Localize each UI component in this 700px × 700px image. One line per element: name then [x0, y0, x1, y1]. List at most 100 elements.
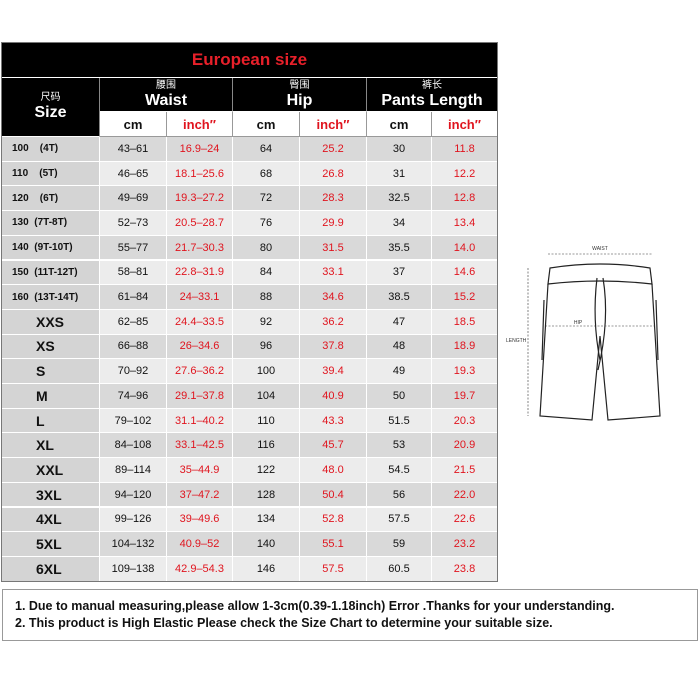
- value-cell: 128: [233, 482, 300, 508]
- value-cell: 146: [233, 556, 300, 582]
- value-cell: 104: [233, 384, 300, 409]
- value-cell: 55–77: [100, 235, 167, 261]
- header-zh: 臀围: [289, 79, 310, 91]
- value-cell: 33.1: [300, 260, 367, 286]
- unit-header: cm: [100, 112, 167, 137]
- value-cell: 22.8–31.9: [167, 260, 233, 286]
- value-cell: 37.8: [300, 334, 367, 360]
- value-cell: 54.5: [367, 458, 432, 483]
- value-cell: 18.1–25.6: [167, 161, 233, 187]
- size-cell: XXS: [2, 309, 100, 335]
- value-cell: 27.6–36.2: [167, 359, 233, 384]
- value-cell: 16.9–24: [167, 137, 233, 162]
- value-cell: 49–69: [100, 186, 167, 212]
- size-cell: S: [2, 359, 100, 384]
- value-cell: 21.5: [432, 458, 498, 483]
- size-cell: 110 (5T): [2, 161, 100, 187]
- value-cell: 140: [233, 532, 300, 557]
- value-cell: 61–84: [100, 285, 167, 310]
- value-cell: 11.8: [432, 137, 498, 162]
- header-en: Pants Length: [381, 91, 483, 109]
- value-cell: 43.3: [300, 408, 367, 434]
- value-cell: 46–65: [100, 161, 167, 187]
- value-cell: 39.4: [300, 359, 367, 384]
- value-cell: 28.3: [300, 186, 367, 212]
- value-cell: 64: [233, 137, 300, 162]
- value-cell: 70–92: [100, 359, 167, 384]
- value-cell: 57.5: [367, 507, 432, 533]
- value-cell: 31.5: [300, 235, 367, 261]
- size-cell: 100 (4T): [2, 137, 100, 162]
- size-cell: XL: [2, 433, 100, 459]
- value-cell: 12.8: [432, 186, 498, 212]
- value-cell: 22.0: [432, 482, 498, 508]
- value-cell: 33.1–42.5: [167, 433, 233, 459]
- value-cell: 37: [367, 260, 432, 286]
- value-cell: 53: [367, 433, 432, 459]
- note: 2. This product is High Elastic Please c…: [15, 616, 553, 630]
- size-cell: M: [2, 384, 100, 409]
- value-cell: 110: [233, 408, 300, 434]
- value-cell: 14.6: [432, 260, 498, 286]
- value-cell: 84–108: [100, 433, 167, 459]
- value-cell: 48: [367, 334, 432, 360]
- length-label: LENGTH: [506, 338, 527, 344]
- value-cell: 13.4: [432, 211, 498, 236]
- column-header: 尺码 Size: [2, 78, 100, 137]
- size-cell: 120 (6T): [2, 186, 100, 212]
- value-cell: 134: [233, 507, 300, 533]
- value-cell: 60.5: [367, 556, 432, 582]
- value-cell: 49: [367, 359, 432, 384]
- column-header: 裤长 Pants Length: [367, 78, 498, 112]
- value-cell: 100: [233, 359, 300, 384]
- value-cell: 84: [233, 260, 300, 286]
- value-cell: 12.2: [432, 161, 498, 187]
- value-cell: 25.2: [300, 137, 367, 162]
- header-en: Size: [34, 104, 67, 121]
- value-cell: 23.2: [432, 532, 498, 557]
- value-cell: 26.8: [300, 161, 367, 187]
- size-cell: 5XL: [2, 532, 100, 557]
- value-cell: 29.1–37.8: [167, 384, 233, 409]
- value-cell: 34: [367, 211, 432, 236]
- size-cell: 160 (13T-14T): [2, 285, 100, 310]
- value-cell: 37–47.2: [167, 482, 233, 508]
- size-cell: 6XL: [2, 556, 100, 582]
- unit-header: inch″: [432, 112, 498, 137]
- value-cell: 92: [233, 309, 300, 335]
- value-cell: 40.9–52: [167, 532, 233, 557]
- value-cell: 74–96: [100, 384, 167, 409]
- value-cell: 76: [233, 211, 300, 236]
- value-cell: 62–85: [100, 309, 167, 335]
- value-cell: 68: [233, 161, 300, 187]
- size-cell: 4XL: [2, 507, 100, 533]
- value-cell: 20.9: [432, 433, 498, 459]
- value-cell: 48.0: [300, 458, 367, 483]
- value-cell: 116: [233, 433, 300, 459]
- value-cell: 55.1: [300, 532, 367, 557]
- value-cell: 88: [233, 285, 300, 310]
- value-cell: 18.5: [432, 309, 498, 335]
- value-cell: 22.6: [432, 507, 498, 533]
- value-cell: 26–34.6: [167, 334, 233, 360]
- header-zh: 尺码: [40, 92, 61, 103]
- value-cell: 109–138: [100, 556, 167, 582]
- value-cell: 24.4–33.5: [167, 309, 233, 335]
- note: 1. Due to manual measuring,please allow …: [15, 599, 615, 613]
- value-cell: 57.5: [300, 556, 367, 582]
- value-cell: 80: [233, 235, 300, 261]
- size-cell: 140 (9T-10T): [2, 235, 100, 261]
- value-cell: 94–120: [100, 482, 167, 508]
- value-cell: 40.9: [300, 384, 367, 409]
- size-cell: XXL: [2, 458, 100, 483]
- header-zh: 裤长: [422, 79, 442, 91]
- table-title: European size: [2, 43, 498, 78]
- value-cell: 39–49.6: [167, 507, 233, 533]
- value-cell: 51.5: [367, 408, 432, 434]
- unit-header: cm: [367, 112, 432, 137]
- value-cell: 96: [233, 334, 300, 360]
- unit-header: cm: [233, 112, 300, 137]
- header-en: Hip: [286, 91, 313, 109]
- value-cell: 56: [367, 482, 432, 508]
